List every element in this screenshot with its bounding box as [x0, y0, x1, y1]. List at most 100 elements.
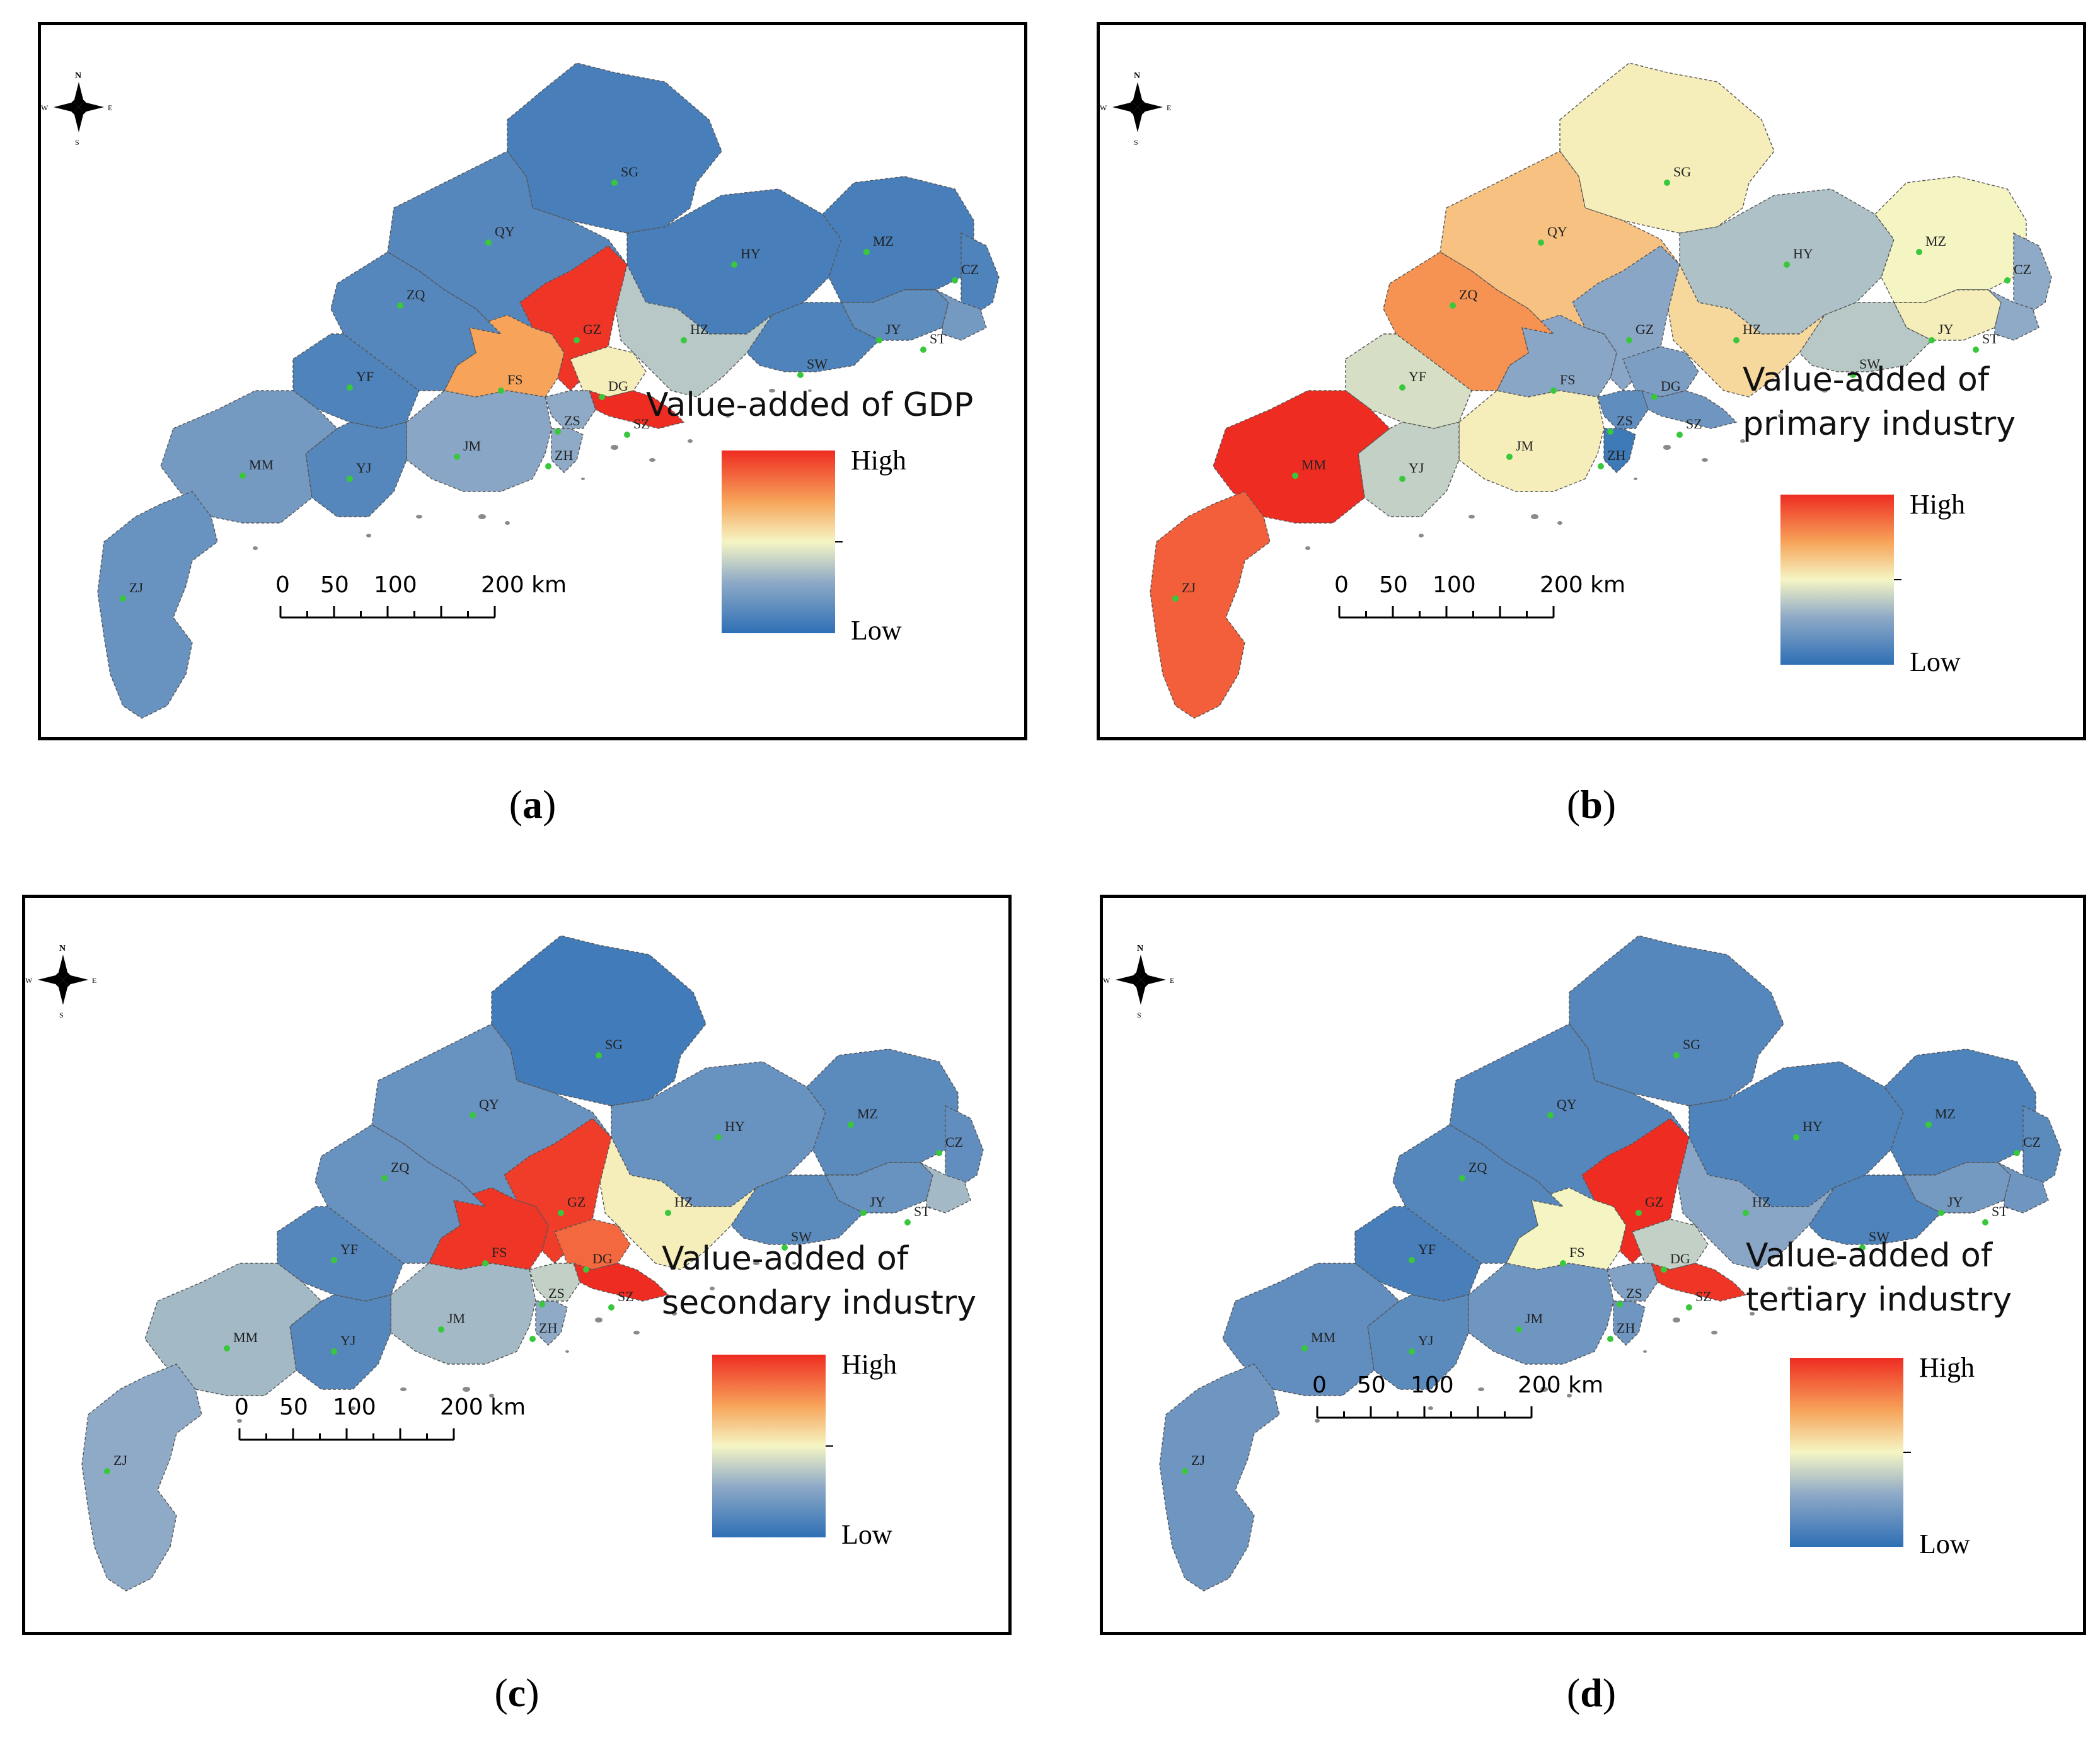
island-0 [611, 445, 618, 450]
city-dot-zs [1607, 428, 1613, 435]
city-dot-gz [1636, 1210, 1642, 1216]
island-0 [595, 1317, 603, 1323]
region-sg [491, 935, 707, 1106]
city-label-jy: JY [870, 1194, 886, 1210]
scale-label-3: 200 km [481, 572, 567, 598]
region-zj [1159, 1363, 1280, 1592]
city-label-st: ST [930, 331, 946, 347]
city-dot-jy [1929, 337, 1935, 343]
city-dot-sz [624, 432, 630, 438]
region-zs [529, 1263, 580, 1302]
region-sw [1808, 1174, 1942, 1245]
city-label-st: ST [1992, 1203, 2008, 1219]
region-zh [1603, 428, 1636, 473]
legend-low-label: Low [1919, 1529, 1970, 1559]
north-arrow: N S E W [25, 944, 96, 1019]
compass-s: S [1137, 1011, 1141, 1019]
city-label-jm: JM [1516, 438, 1533, 454]
island-10 [1634, 478, 1637, 480]
region-sg [1569, 935, 1784, 1106]
city-dot-zh [545, 463, 551, 469]
island-8 [1468, 515, 1475, 519]
city-dot-zh [1598, 463, 1604, 469]
city-label-dg: DG [592, 1251, 613, 1266]
city-label-sz: SZ [1686, 416, 1702, 432]
city-dot-yf [347, 384, 353, 391]
city-dot-zs [539, 1301, 545, 1307]
province-map: SG QY HY MZ CZ JY ST SW HZ GZ FS DG SZ ZS ZH JM ZQ YF YJ MM… [81, 935, 984, 1592]
caption-a: (a) [509, 782, 557, 827]
legend-high-label: High [851, 445, 906, 476]
city-label-qy: QY [495, 224, 515, 239]
scale-label-2: 100 [1411, 1372, 1454, 1398]
city-dot-cz [2014, 1150, 2020, 1156]
city-dot-hy [1784, 261, 1790, 268]
city-dot-zh [1607, 1336, 1613, 1342]
city-label-mm: MM [249, 457, 274, 473]
island-8 [400, 1387, 407, 1391]
city-dot-dg [1651, 394, 1658, 400]
compass-n: N [1137, 944, 1143, 953]
city-dot-cz [2004, 277, 2011, 284]
region-zj [81, 1363, 202, 1592]
scale-label-2: 100 [374, 572, 417, 598]
island-7 [1567, 1394, 1572, 1398]
city-dot-jy [876, 337, 882, 343]
legend-color-ramp [1780, 495, 1894, 665]
scale-label-2: 100 [1433, 572, 1476, 598]
city-label-mm: MM [1301, 457, 1326, 473]
city-dot-st [904, 1219, 911, 1225]
city-label-sz: SZ [633, 416, 650, 432]
city-label-cz: CZ [961, 261, 979, 277]
city-label-sw: SW [1859, 356, 1880, 372]
island-11 [1315, 1419, 1320, 1423]
city-label-jy: JY [886, 321, 901, 337]
city-dot-cz [936, 1150, 942, 1156]
city-dot-gz [558, 1210, 564, 1216]
city-dot-qy [1538, 239, 1544, 246]
city-dot-hz [1743, 1210, 1749, 1216]
city-dot-sg [596, 1052, 602, 1059]
city-label-hy: HY [741, 246, 761, 261]
city-label-zs: ZS [548, 1285, 565, 1301]
city-dot-yj [1399, 476, 1405, 482]
city-dot-st [1973, 347, 1979, 353]
city-dot-sz [608, 1304, 614, 1311]
city-dot-fs [498, 387, 504, 394]
island-9 [366, 534, 371, 537]
map-title-line-1: primary industry [1743, 405, 2016, 443]
province-map: SG QY HY MZ CZ JY ST SW HZ GZ FS DG SZ ZS ZH JM ZQ YF YJ MM… [1159, 935, 2062, 1592]
city-label-gz: GZ [1636, 321, 1654, 337]
city-label-sz: SZ [1695, 1288, 1712, 1304]
city-label-zq: ZQ [1459, 287, 1477, 302]
city-label-zq: ZQ [1468, 1159, 1487, 1175]
city-dot-sw [782, 1244, 788, 1251]
city-dot-hz [1733, 337, 1739, 343]
city-dot-zq [1450, 302, 1456, 309]
island-4 [753, 1261, 759, 1265]
city-dot-qy [470, 1112, 476, 1118]
city-dot-fs [482, 1260, 488, 1266]
city-label-sg: SG [605, 1036, 623, 1052]
scale-label-3: 200 km [1540, 572, 1625, 598]
region-hz [614, 264, 773, 398]
city-label-hz: HZ [690, 321, 708, 337]
region-yj [289, 1294, 391, 1390]
region-zs [545, 390, 596, 429]
city-label-zs: ZS [1626, 1285, 1642, 1301]
city-dot-zq [397, 302, 403, 309]
city-label-sw: SW [807, 356, 828, 372]
region-zj [1150, 491, 1271, 719]
caption-c: (c) [494, 1670, 539, 1715]
city-dot-jm [438, 1326, 444, 1333]
island-4 [1831, 1261, 1837, 1265]
city-label-hy: HY [1803, 1118, 1823, 1134]
region-st [1997, 1162, 2049, 1214]
city-dot-zj [1172, 595, 1179, 602]
city-label-yf: YF [340, 1241, 358, 1257]
island-5 [792, 1262, 796, 1265]
island-5 [1861, 389, 1864, 392]
city-label-sg: SG [1683, 1036, 1700, 1052]
city-dot-sg [1664, 180, 1670, 186]
